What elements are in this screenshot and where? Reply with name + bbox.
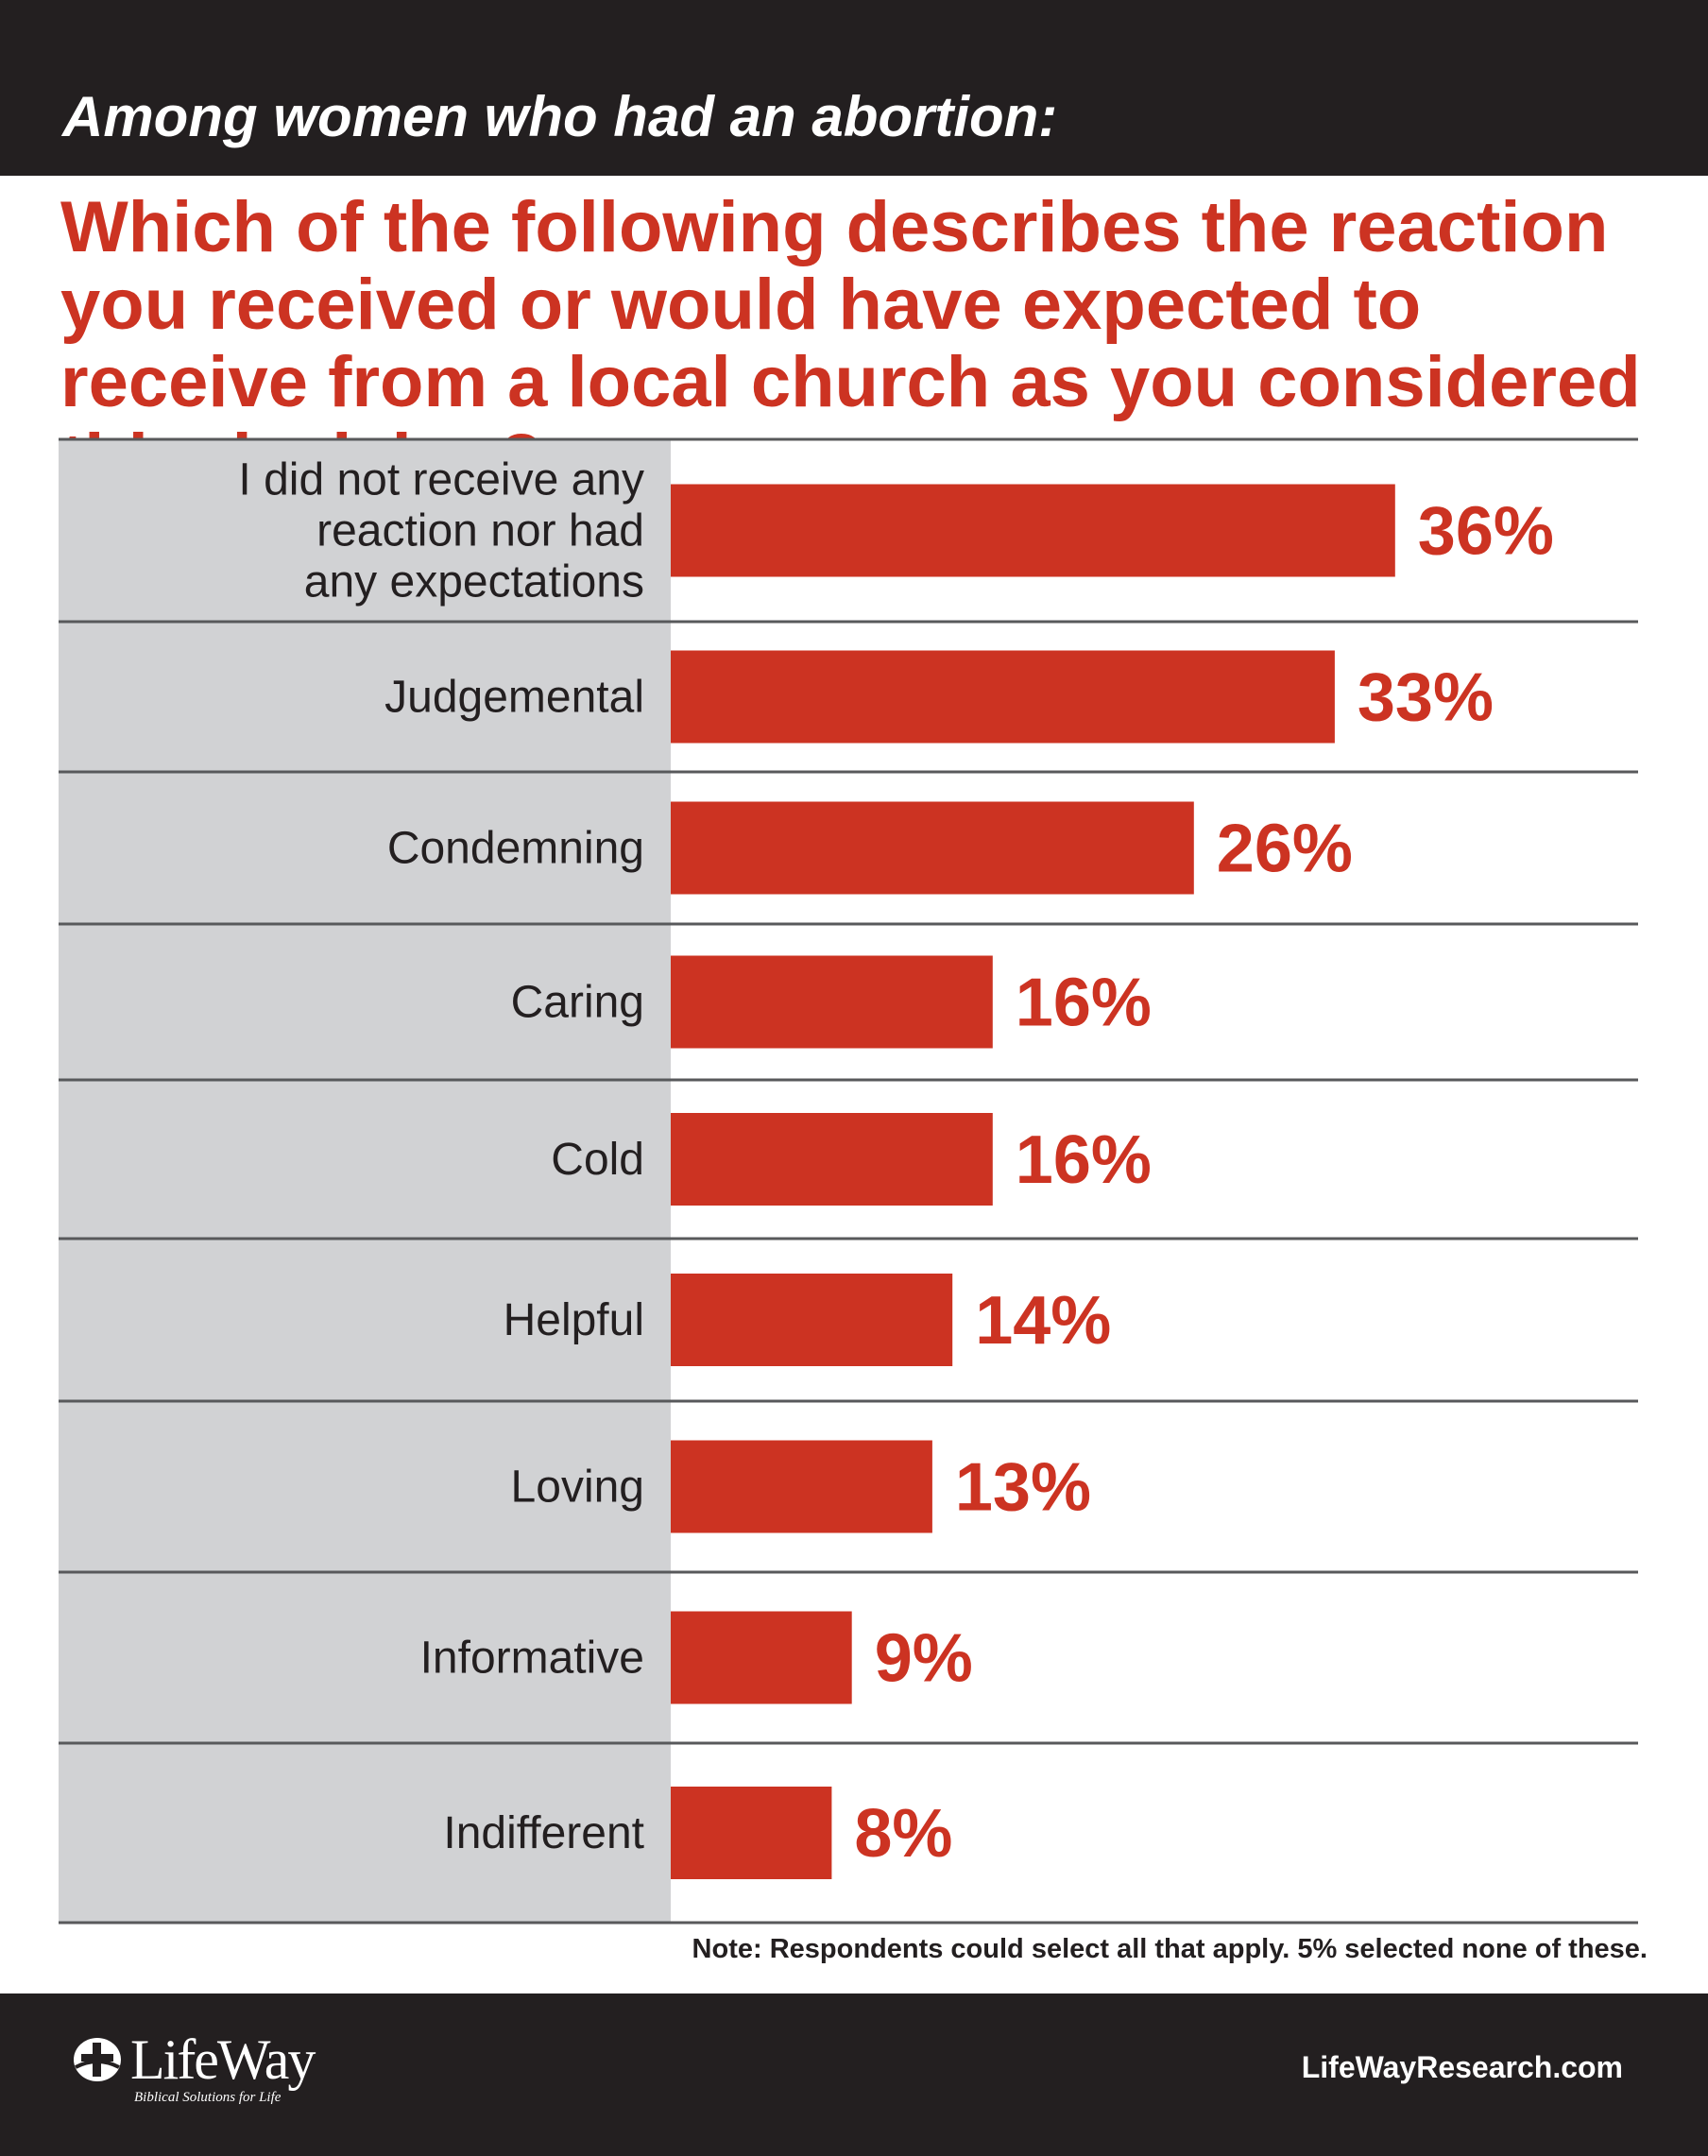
value-label: 16% (1016, 966, 1152, 1041)
value-label: 36% (1418, 494, 1554, 570)
footer-band (0, 1993, 1708, 2156)
chart-subtitle: Among women who had an abortion: (62, 85, 1058, 148)
logo-mark-icon (74, 2038, 121, 2081)
category-label: Helpful (504, 1295, 644, 1345)
logo-wordmark: LifeWay (130, 2028, 316, 2091)
bar (671, 1274, 953, 1366)
website-link[interactable]: LifeWayResearch.com (1301, 2050, 1623, 2084)
category-label-line: I did not receive any (238, 455, 644, 505)
category-label-line: any expectations (304, 557, 644, 607)
lifeway-logo: LifeWay Biblical Solutions for Life (72, 2029, 327, 2111)
category-label-line: Condemning (387, 824, 644, 874)
logo-tagline: Biblical Solutions for Life (134, 2090, 282, 2105)
bar (671, 955, 993, 1049)
category-label: Loving (511, 1463, 644, 1513)
bar (671, 1787, 832, 1879)
label-panel (59, 439, 671, 1923)
category-label: Judgemental (384, 673, 644, 723)
category-label: Informative (420, 1634, 644, 1684)
category-label-line: reaction nor had (316, 506, 644, 556)
category-label-line: Helpful (504, 1295, 644, 1345)
category-label: Condemning (387, 824, 644, 874)
category-label-line: Informative (420, 1634, 644, 1684)
bar (671, 1113, 993, 1206)
category-label: I did not receive any reaction nor had any… (238, 455, 644, 607)
value-label: 33% (1358, 660, 1494, 736)
bar (671, 484, 1395, 577)
value-label: 16% (1016, 1122, 1152, 1198)
value-label: 9% (875, 1621, 973, 1697)
footnote: Note: Respondents could select all that … (692, 1934, 1648, 1964)
category-label-line: Cold (551, 1135, 644, 1185)
category-label: Indifferent (443, 1808, 644, 1858)
category-label: Caring (511, 978, 644, 1028)
header-band (0, 0, 1708, 176)
bar (671, 650, 1335, 744)
category-label-line: Indifferent (443, 1808, 644, 1858)
bar (671, 801, 1194, 895)
category-label-line: Caring (511, 978, 644, 1028)
bar (671, 1611, 852, 1704)
value-label: 13% (955, 1450, 1091, 1526)
value-label: 8% (854, 1796, 952, 1872)
category-label-line: Loving (511, 1463, 644, 1513)
value-label: 26% (1217, 812, 1353, 887)
bar (671, 1440, 932, 1533)
category-label: Cold (551, 1135, 644, 1185)
value-label: 14% (975, 1283, 1111, 1359)
category-label-line: Judgemental (384, 673, 644, 723)
